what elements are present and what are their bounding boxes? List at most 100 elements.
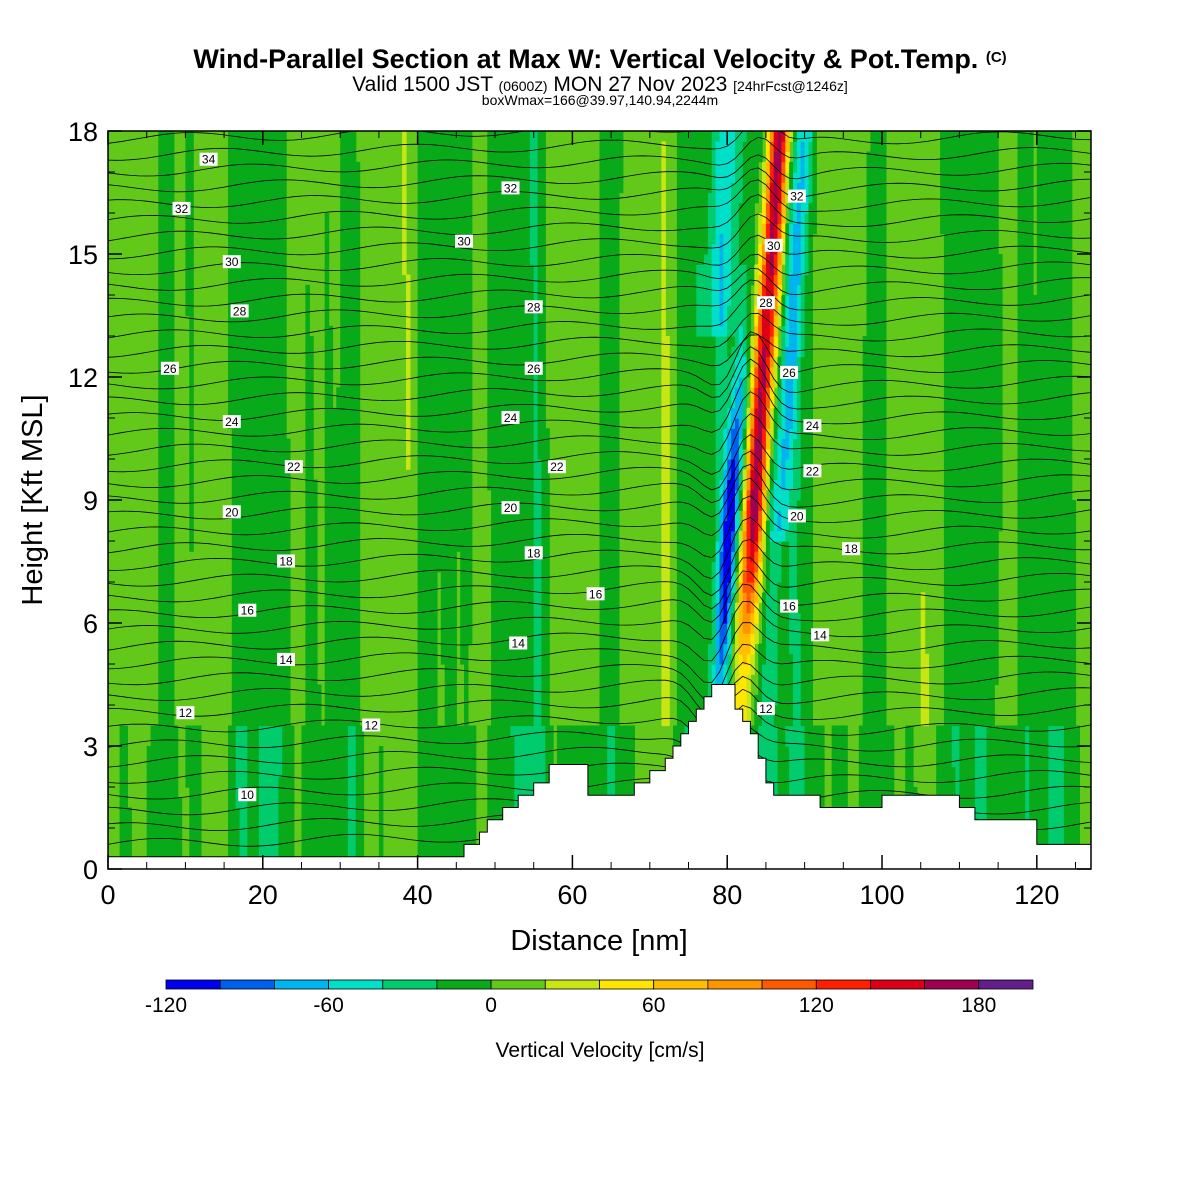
velocity-cell (421, 592, 426, 604)
velocity-cell (882, 776, 887, 788)
velocity-cell (607, 715, 612, 727)
velocity-cell (332, 776, 337, 788)
velocity-cell (158, 653, 163, 665)
velocity-cell (169, 766, 175, 778)
velocity-cell (963, 766, 968, 778)
velocity-cell (150, 756, 156, 768)
velocity-cell (313, 653, 318, 665)
velocity-cell (347, 735, 353, 747)
velocity-cell (487, 776, 492, 788)
velocity-cell (467, 592, 473, 604)
velocity-cell (355, 541, 361, 552)
velocity-cell (464, 807, 469, 819)
velocity-cell (324, 633, 330, 645)
velocity-cell (309, 561, 314, 573)
velocity-cell (1009, 766, 1015, 778)
velocity-cell (239, 694, 245, 706)
velocity-cell (607, 653, 612, 665)
velocity-cell (1029, 571, 1034, 583)
velocity-cell (197, 817, 202, 829)
velocity-cell (1036, 623, 1042, 634)
velocity-cell (971, 746, 976, 757)
velocity-cell (982, 561, 988, 573)
velocity-cell (258, 664, 264, 675)
velocity-cell (684, 725, 690, 737)
velocity-cell (169, 817, 175, 829)
velocity-cell (974, 756, 980, 768)
velocity-cell (700, 674, 705, 686)
velocity-cell (239, 571, 245, 583)
velocity-cell (587, 725, 593, 737)
velocity-cell (309, 612, 314, 624)
velocity-cell (676, 571, 682, 583)
velocity-cell (599, 787, 604, 798)
velocity-cell (1029, 684, 1034, 696)
velocity-cell (800, 776, 806, 788)
velocity-cell (154, 817, 159, 829)
velocity-cell (839, 776, 844, 788)
velocity-cell (169, 602, 175, 614)
velocity-cell (1052, 674, 1057, 686)
velocity-cell (541, 746, 546, 757)
velocity-cell (258, 838, 264, 850)
velocity-cell (742, 582, 748, 593)
velocity-cell (440, 541, 446, 552)
velocity-cell (978, 756, 984, 768)
velocity-cell (1048, 838, 1053, 850)
velocity-cell (727, 633, 732, 645)
velocity-cell (417, 817, 423, 829)
velocity-cell (154, 725, 159, 737)
velocity-cell (870, 725, 875, 737)
velocity-cell (522, 612, 527, 624)
velocity-cell (955, 582, 960, 593)
velocity-cell (173, 776, 179, 788)
velocity-cell (1029, 735, 1034, 747)
velocity-cell (704, 582, 709, 593)
velocity-cell (154, 735, 159, 747)
velocity-cell (251, 746, 256, 757)
velocity-cell (971, 776, 976, 788)
velocity-cell (262, 612, 268, 624)
velocity-cell (963, 787, 968, 798)
velocity-cell (328, 602, 334, 614)
velocity-cell (464, 766, 469, 778)
velocity-cell (491, 715, 496, 727)
velocity-cell (584, 746, 589, 757)
velocity-cell (332, 664, 337, 675)
velocity-cell (522, 674, 527, 686)
velocity-cell (460, 828, 465, 839)
velocity-cell (1032, 612, 1038, 624)
velocity-cell (270, 735, 275, 747)
velocity-cell (800, 787, 806, 798)
velocity-cell (197, 735, 202, 747)
velocity-cell (274, 705, 279, 716)
velocity-cell (491, 725, 496, 737)
velocity-cell (1036, 612, 1042, 624)
velocity-cell (1063, 725, 1069, 737)
velocity-cell (417, 623, 423, 634)
velocity-cell (166, 582, 171, 593)
velocity-cell (289, 766, 295, 778)
velocity-cell (266, 551, 272, 563)
velocity-cell (793, 776, 798, 788)
velocity-cell (545, 623, 550, 634)
velocity-cell (735, 684, 740, 696)
velocity-cell (158, 766, 163, 778)
velocity-cell (158, 602, 163, 614)
velocity-cell (460, 807, 465, 819)
velocity-cell (491, 807, 496, 819)
velocity-cell (905, 735, 910, 747)
velocity-cell (994, 643, 999, 655)
velocity-cell (1044, 735, 1050, 747)
velocity-cell (324, 653, 330, 665)
velocity-cell (959, 643, 964, 655)
velocity-cell (301, 848, 306, 860)
velocity-cell (599, 623, 604, 634)
velocity-cell (444, 592, 450, 604)
velocity-cell (266, 653, 272, 665)
velocity-cell (1029, 746, 1034, 757)
velocity-cell (882, 674, 887, 686)
velocity-cell (808, 766, 813, 778)
velocity-cell (1052, 797, 1057, 809)
velocity-cell (317, 735, 322, 747)
